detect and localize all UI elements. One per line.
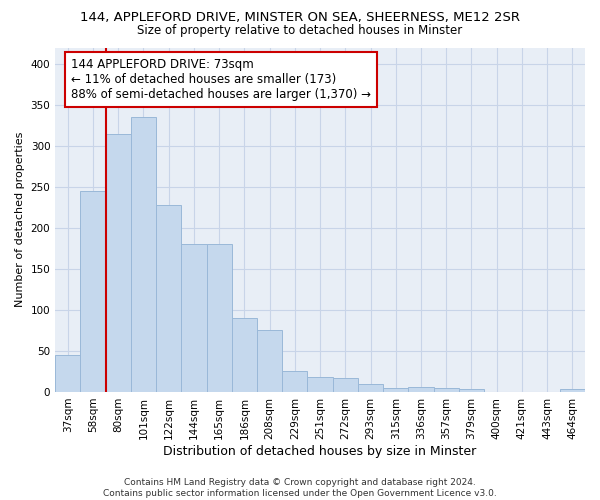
Bar <box>80 191 106 392</box>
Bar <box>106 134 131 392</box>
Bar <box>332 378 358 392</box>
Bar <box>55 355 80 392</box>
Bar <box>459 390 484 392</box>
Bar <box>131 117 156 392</box>
Bar <box>358 384 383 392</box>
Y-axis label: Number of detached properties: Number of detached properties <box>15 132 25 308</box>
Bar <box>560 388 585 392</box>
Text: Size of property relative to detached houses in Minster: Size of property relative to detached ho… <box>137 24 463 37</box>
Bar <box>434 388 459 392</box>
Bar <box>383 388 409 392</box>
Text: 144 APPLEFORD DRIVE: 73sqm
← 11% of detached houses are smaller (173)
88% of sem: 144 APPLEFORD DRIVE: 73sqm ← 11% of deta… <box>71 58 371 101</box>
Bar <box>232 318 257 392</box>
Bar <box>181 244 206 392</box>
Bar <box>282 370 307 392</box>
Bar <box>156 205 181 392</box>
Bar <box>206 244 232 392</box>
Text: 144, APPLEFORD DRIVE, MINSTER ON SEA, SHEERNESS, ME12 2SR: 144, APPLEFORD DRIVE, MINSTER ON SEA, SH… <box>80 12 520 24</box>
Bar <box>257 330 282 392</box>
Bar <box>409 387 434 392</box>
X-axis label: Distribution of detached houses by size in Minster: Distribution of detached houses by size … <box>163 444 477 458</box>
Bar <box>307 377 332 392</box>
Text: Contains HM Land Registry data © Crown copyright and database right 2024.
Contai: Contains HM Land Registry data © Crown c… <box>103 478 497 498</box>
